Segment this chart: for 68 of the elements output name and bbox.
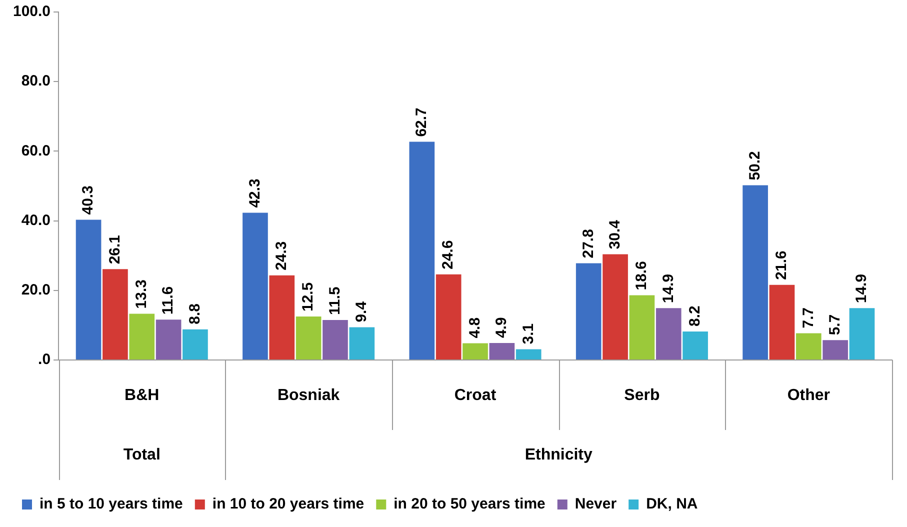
bar <box>576 263 602 360</box>
x-tick-label: Other <box>787 387 830 404</box>
bar <box>769 284 795 360</box>
bar <box>629 295 655 360</box>
y-tick-label: 60.0 <box>21 142 51 160</box>
bar <box>796 333 822 360</box>
x-tick-label: B&H <box>124 387 160 404</box>
data-label: 24.6 <box>440 240 457 270</box>
data-label: 26.1 <box>106 234 124 264</box>
data-label: 24.3 <box>273 241 290 270</box>
bar <box>296 316 322 360</box>
text: Ethnicity <box>524 446 592 464</box>
bar <box>322 320 348 360</box>
data-label: 14.9 <box>660 274 677 304</box>
data-label: 40.3 <box>80 186 97 215</box>
data-label: 4.9 <box>493 317 510 338</box>
legend-label: DK, NA <box>646 496 698 513</box>
data-label: 62.7 <box>413 108 430 137</box>
bar <box>102 269 128 360</box>
y-tick-label: .0 <box>38 351 51 368</box>
data-label: 13.3 <box>133 280 150 309</box>
bar <box>409 142 435 360</box>
data-label: 9.4 <box>353 300 370 322</box>
data-label: 42.3 <box>246 178 264 208</box>
y-tick-label: 100.0 <box>12 3 51 20</box>
x-tick-label: Bosniak <box>277 387 340 404</box>
data-label: 4.8 <box>466 317 484 338</box>
bar <box>76 220 102 360</box>
bar <box>269 275 295 360</box>
y-tick-label: 80.0 <box>21 72 51 90</box>
x-tick-label: Croat <box>454 387 497 404</box>
data-label: 50.2 <box>746 151 764 180</box>
data-label: 11.6 <box>160 286 177 315</box>
bar <box>742 185 768 360</box>
bar <box>849 308 875 360</box>
legend-label: in 10 to 20 years time <box>212 496 364 513</box>
bar <box>489 342 515 360</box>
bar <box>182 329 208 360</box>
x-tick-label: Serb <box>624 387 660 404</box>
data-label: 3.1 <box>520 323 537 344</box>
bar <box>656 308 682 360</box>
data-label: 14.9 <box>853 274 870 304</box>
legend-label: in 5 to 10 years time <box>40 496 183 513</box>
data-label: 21.6 <box>773 250 790 280</box>
data-label: 18.6 <box>633 261 650 290</box>
text: Total <box>123 446 160 464</box>
y-tick-label: 40.0 <box>21 212 51 229</box>
data-label: 12.5 <box>300 282 317 312</box>
bar <box>682 331 708 360</box>
data-label: 8.2 <box>686 306 704 326</box>
data-label: 27.8 <box>580 229 597 258</box>
legend-label: Never <box>574 496 617 513</box>
bar <box>129 314 155 360</box>
bar <box>462 343 488 360</box>
data-label: 7.7 <box>800 307 817 328</box>
data-label: 5.7 <box>826 314 844 336</box>
legend-label: in 20 to 50 years time <box>394 496 546 513</box>
data-label: 11.5 <box>326 286 344 315</box>
bar <box>602 254 628 360</box>
bar <box>516 349 542 360</box>
bar <box>242 212 268 360</box>
bar <box>156 320 182 360</box>
data-label: 8.8 <box>186 304 204 324</box>
y-tick-label: 20.0 <box>21 282 51 299</box>
bar <box>436 274 462 360</box>
data-label: 30.4 <box>606 219 624 250</box>
bar <box>349 327 375 360</box>
bar <box>822 340 848 360</box>
